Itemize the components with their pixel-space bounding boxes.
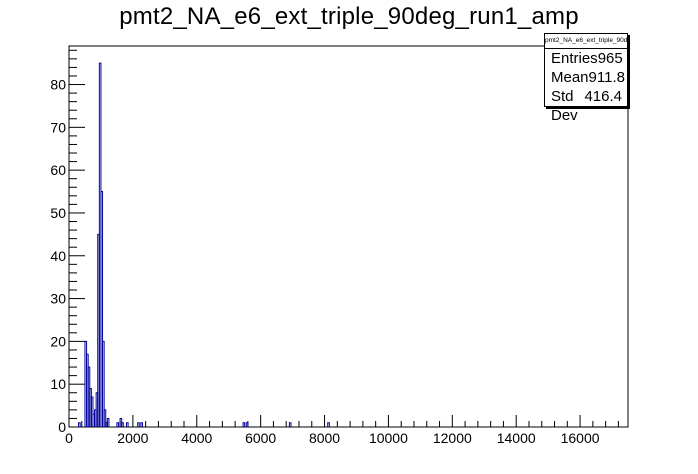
stats-stddev-label: Std Dev	[551, 88, 578, 124]
stats-mean-label: Mean	[551, 69, 589, 86]
stats-stddev-value: 416.4	[584, 88, 622, 105]
histogram-bars	[78, 62, 330, 427]
x-tick-label: 12000	[433, 430, 472, 446]
x-tick-label: 10000	[369, 430, 408, 446]
histogram-bin	[288, 422, 292, 427]
stats-box: pmt2_NA_e6_ext_triple_90deg_run1_amp Ent…	[544, 33, 628, 124]
x-tick-label: 0	[65, 430, 73, 446]
histogram-bin	[121, 422, 124, 427]
x-tick-label: 16000	[561, 430, 600, 446]
y-tick-label: 0	[58, 419, 66, 435]
histogram-bin	[106, 417, 110, 427]
y-tick-label: 60	[50, 162, 66, 178]
x-tick-label: 14000	[497, 430, 536, 446]
chart-title: pmt2_NA_e6_ext_triple_90deg_run1_amp	[119, 3, 579, 30]
histogram-bin	[125, 422, 129, 427]
histogram-bin	[116, 422, 120, 427]
x-tick-label: 8000	[309, 430, 340, 446]
y-tick-label: 40	[50, 248, 66, 264]
y-tick-label: 80	[50, 77, 66, 93]
histogram-bin	[102, 340, 105, 427]
y-tick-label: 20	[50, 333, 66, 349]
x-tick-label: 4000	[181, 430, 212, 446]
y-axis-tick-labels: 0 10 20 30 40 50 60 70 80	[50, 77, 66, 435]
stats-row-entries: Entries 965	[545, 49, 627, 68]
x-axis-ticks	[68, 415, 619, 427]
stats-box-title: pmt2_NA_e6_ext_triple_90deg_run1_amp	[545, 34, 627, 49]
stats-entries-label: Entries	[551, 50, 598, 67]
histogram-bin	[327, 422, 330, 427]
stats-row-mean: Mean 911.8	[545, 68, 627, 87]
histogram-bin	[242, 422, 246, 427]
histogram-bin	[245, 422, 249, 427]
y-tick-label: 30	[50, 291, 66, 307]
x-axis-tick-labels: 0 2000 4000 6000 8000 10000 12000 14000 16000	[65, 430, 600, 446]
histogram-bin	[78, 422, 81, 427]
stats-mean-value: 911.8	[588, 69, 625, 86]
plot-frame	[68, 45, 629, 428]
y-tick-label: 50	[50, 205, 66, 221]
y-axis-ticks	[69, 49, 85, 428]
stats-entries-value: 965	[597, 50, 623, 67]
x-tick-label: 2000	[117, 430, 148, 446]
y-tick-label: 70	[50, 119, 66, 135]
x-tick-label: 6000	[245, 430, 276, 446]
histogram-bin	[103, 409, 107, 427]
histogram-bin	[100, 191, 104, 427]
stats-row-stddev: Std Dev 416.4	[545, 87, 627, 124]
y-tick-label: 10	[50, 376, 66, 392]
histogram-bin	[137, 422, 140, 427]
histogram-bin	[140, 422, 143, 427]
histogram-bin	[90, 396, 94, 427]
